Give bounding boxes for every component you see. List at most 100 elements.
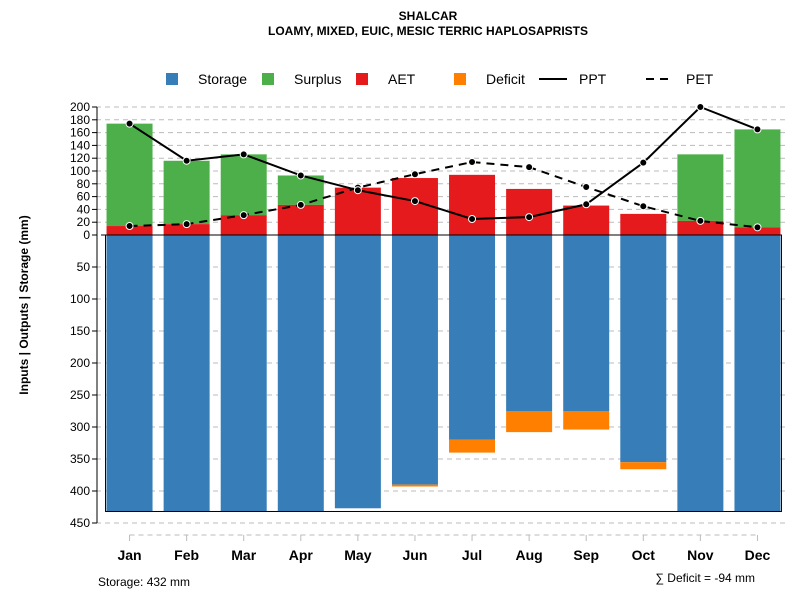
pet-point bbox=[296, 200, 305, 209]
deficit-bar bbox=[449, 439, 496, 453]
legend-swatch-storage bbox=[166, 73, 178, 85]
storage-bar bbox=[277, 235, 324, 512]
aet-bar bbox=[334, 187, 381, 235]
storage-bar bbox=[677, 235, 724, 512]
storage-bar bbox=[334, 235, 381, 509]
aet-bar bbox=[506, 188, 553, 235]
ppt-point bbox=[468, 215, 477, 223]
legend-swatch-aet bbox=[356, 73, 368, 85]
aet-bar bbox=[106, 226, 153, 235]
y-tick-label: 60 bbox=[77, 190, 91, 204]
y-tick-label: 80 bbox=[77, 177, 91, 191]
x-tick-label-jun: Jun bbox=[403, 547, 428, 563]
y-tick-label: 120 bbox=[70, 151, 90, 165]
storage-bar bbox=[163, 235, 210, 512]
y-tick-label: 140 bbox=[70, 138, 90, 152]
y-tick-label: 250 bbox=[70, 388, 90, 402]
ppt-point bbox=[410, 197, 419, 206]
pet-point bbox=[125, 222, 134, 231]
pet-point bbox=[639, 202, 648, 211]
x-tick-label-feb: Feb bbox=[174, 547, 199, 563]
aet-bar bbox=[220, 215, 267, 235]
x-tick-label-dec: Dec bbox=[745, 547, 771, 563]
chart-title: SHALCAR bbox=[399, 9, 458, 23]
y-tick-label: 160 bbox=[70, 126, 90, 140]
y-tick-label: 100 bbox=[70, 164, 90, 178]
aet-bar bbox=[677, 220, 724, 235]
ppt-point bbox=[182, 156, 191, 165]
y-tick-label: 40 bbox=[77, 202, 91, 216]
surplus-bar bbox=[677, 154, 724, 221]
legend-swatch-surplus bbox=[262, 73, 274, 85]
aet-bar bbox=[563, 205, 610, 235]
legend-label-pet: PET bbox=[686, 71, 714, 87]
storage-bar bbox=[620, 235, 667, 463]
y-tick-label: 150 bbox=[70, 324, 90, 338]
ppt-point bbox=[525, 213, 534, 222]
pet-point bbox=[525, 163, 534, 172]
pet-point bbox=[182, 220, 191, 229]
y-tick-label: 450 bbox=[70, 516, 90, 530]
y-tick-label: 50 bbox=[77, 260, 91, 274]
x-tick-label-aug: Aug bbox=[516, 547, 543, 563]
storage-note: Storage: 432 mm bbox=[98, 575, 190, 589]
y-tick-label: 180 bbox=[70, 113, 90, 127]
storage-bar bbox=[391, 235, 438, 485]
pet-point bbox=[753, 223, 762, 232]
aet-bar bbox=[620, 213, 667, 235]
pet-point bbox=[582, 183, 591, 191]
y-tick-label: 300 bbox=[70, 420, 90, 434]
chart-subtitle: LOAMY, MIXED, EUIC, MESIC TERRIC HAPLOSA… bbox=[268, 24, 588, 38]
aet-bar bbox=[163, 224, 210, 235]
surplus-bar bbox=[734, 129, 781, 228]
ppt-point bbox=[639, 158, 648, 167]
deficit-bar bbox=[391, 484, 438, 487]
deficit-bar bbox=[563, 411, 610, 430]
storage-capacity-box bbox=[105, 234, 782, 512]
storage-bar bbox=[106, 235, 153, 512]
legend-label-storage: Storage bbox=[198, 71, 247, 87]
x-tick-label-nov: Nov bbox=[687, 547, 714, 563]
storage-bar bbox=[563, 235, 610, 411]
ppt-point bbox=[125, 119, 134, 128]
y-tick-label: 400 bbox=[70, 484, 90, 498]
x-tick-label-mar: Mar bbox=[231, 547, 256, 563]
x-tick-label-jul: Jul bbox=[462, 547, 482, 563]
ppt-line bbox=[128, 105, 758, 221]
surplus-bar bbox=[163, 160, 210, 225]
pet-point bbox=[468, 158, 477, 167]
storage-bar bbox=[734, 235, 781, 512]
x-tick-label-jan: Jan bbox=[117, 547, 141, 563]
ppt-point bbox=[696, 103, 705, 111]
y-tick-label: 200 bbox=[70, 100, 90, 114]
storage-bar bbox=[506, 235, 553, 411]
aet-bar bbox=[449, 174, 496, 235]
pet-point bbox=[410, 170, 419, 179]
legend-label-surplus: Surplus bbox=[294, 71, 341, 87]
ppt-point bbox=[239, 150, 248, 159]
legend-label-deficit: Deficit bbox=[486, 71, 525, 87]
storage-bar bbox=[449, 235, 496, 440]
deficit-bar bbox=[620, 462, 667, 470]
y-tick-label: 20 bbox=[77, 215, 91, 229]
x-tick-label-apr: Apr bbox=[289, 547, 314, 563]
y-tick-label: 350 bbox=[70, 452, 90, 466]
storage-bar bbox=[220, 235, 267, 512]
x-tick-label-sep: Sep bbox=[573, 547, 599, 563]
y-tick-label: 200 bbox=[70, 356, 90, 370]
y-axis-label: Inputs | Outputs | Storage (mm) bbox=[17, 215, 31, 394]
legend-label-aet: AET bbox=[388, 71, 416, 87]
legend-swatch-deficit bbox=[454, 73, 466, 85]
ppt-point bbox=[296, 171, 305, 180]
surplus-bar bbox=[220, 154, 267, 216]
ppt-point bbox=[353, 186, 362, 195]
y-tick-label: 100 bbox=[70, 292, 90, 306]
deficit-bar bbox=[506, 411, 553, 433]
ppt-point bbox=[753, 125, 762, 134]
pet-point bbox=[239, 211, 248, 220]
legend-label-ppt: PPT bbox=[579, 71, 607, 87]
y-tick-label: 0 bbox=[83, 228, 90, 242]
surplus-bar bbox=[106, 123, 153, 227]
pet-line bbox=[129, 161, 758, 229]
x-tick-label-may: May bbox=[344, 547, 371, 563]
